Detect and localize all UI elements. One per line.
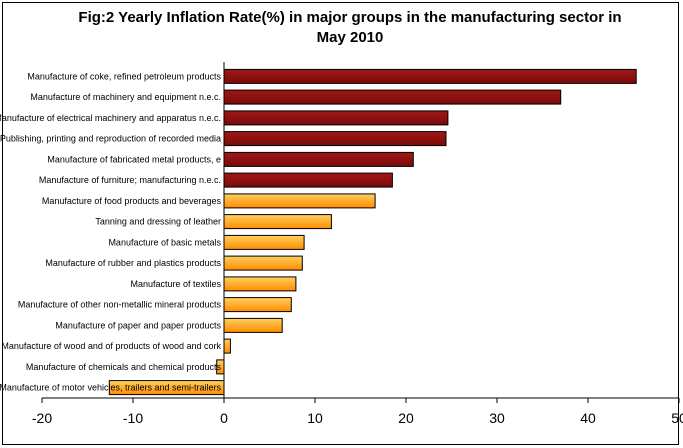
category-label-10: Manufacture of rubber and plastics produ…	[45, 258, 221, 268]
bar-3	[223, 110, 449, 126]
bar-7	[223, 193, 376, 209]
bar-9	[223, 234, 305, 250]
category-label-1: Manufacture of coke, refined petroleum p…	[27, 71, 221, 81]
category-label-7: Manufacture of food products and beverag…	[42, 196, 222, 206]
bar-1	[223, 68, 637, 84]
x-tick-label-2: -10	[123, 410, 143, 426]
bar-14	[223, 338, 231, 354]
category-label-4: Publishing, printing and reproduction of…	[0, 134, 221, 144]
x-tick-label-3: 0	[220, 410, 228, 426]
bar-8	[223, 214, 332, 230]
category-label-14: Manufacture of wood and of products of w…	[1, 341, 221, 351]
category-label-2: Manufacture of machinery and equipment n…	[30, 92, 221, 102]
bar-6	[223, 172, 393, 188]
bar-5	[223, 151, 414, 167]
bar-13	[223, 317, 283, 333]
category-label-9: Manufacture of basic metals	[108, 237, 221, 247]
bar-2	[223, 89, 562, 105]
bar-12	[223, 297, 292, 313]
x-tick-label-6: 30	[489, 410, 505, 426]
category-labels: Manufacture of coke, refined petroleum p…	[0, 71, 221, 392]
bar-10	[223, 255, 303, 271]
x-tick-label-7: 40	[580, 410, 596, 426]
category-label-11: Manufacture of textiles	[130, 279, 221, 289]
category-label-15: Manufacture of chemicals and chemical pr…	[26, 362, 222, 372]
axis-layer: -20 -10 0 10 20 30 40 50	[32, 62, 683, 426]
x-tick-label-1: -20	[32, 410, 52, 426]
x-tick-label-4: 10	[307, 410, 323, 426]
category-label-16: Manufacture of motor vehicles, trailers …	[0, 383, 221, 393]
category-label-13: Manufacture of paper and paper products	[55, 320, 221, 330]
x-tick-label-5: 20	[398, 410, 414, 426]
bar-4	[223, 131, 447, 147]
bar-11	[223, 276, 297, 292]
category-label-8: Tanning and dressing of leather	[95, 217, 221, 227]
category-label-5: Manufacture of fabricated metal products…	[47, 154, 221, 164]
category-label-6: Manufacture of furniture; manufacturing …	[39, 175, 221, 185]
chart-title: Fig:2 Yearly Inflation Rate(%) in major …	[78, 9, 622, 46]
category-label-12: Manufacture of other non-metallic minera…	[18, 300, 222, 310]
x-tick-label-8: 50	[671, 410, 683, 426]
category-label-3: Manufacture of electrical machinery and …	[0, 113, 221, 123]
